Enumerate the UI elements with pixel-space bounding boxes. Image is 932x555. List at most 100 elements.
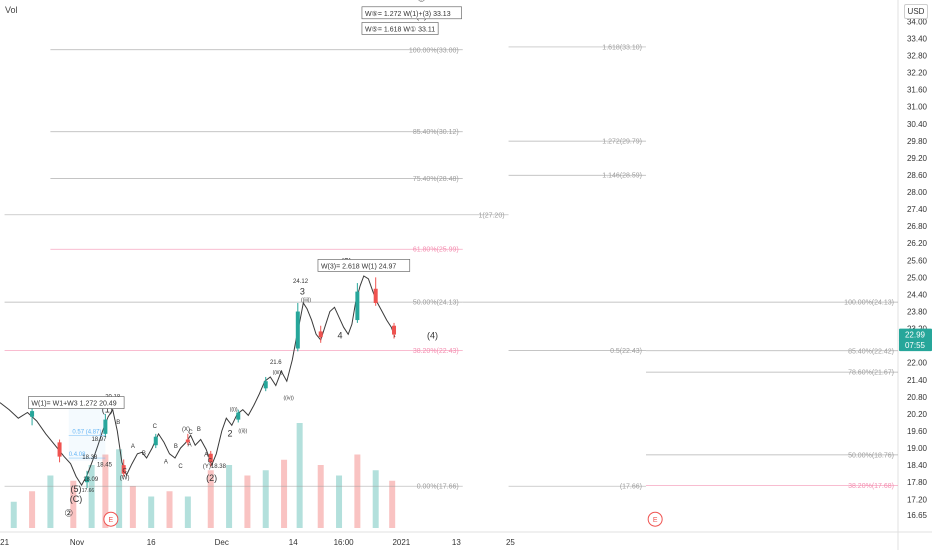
volume-bar xyxy=(372,470,379,528)
wave-label: (2) xyxy=(206,473,217,483)
box-w5-1618: W⑤= 1.618 W① 33.11 xyxy=(361,22,439,35)
wave-label: ② xyxy=(64,508,73,519)
wave-label: 18.09 xyxy=(83,477,99,483)
fib-label: 100.00%(24.13) xyxy=(844,300,894,307)
fib-label: 85.40%(30.12) xyxy=(413,129,459,136)
price-tick-label: 20.20 xyxy=(907,410,928,419)
wave-label: A xyxy=(204,453,208,459)
box-w3-2618: W(3)= 2.618 W(1) 24.97 xyxy=(317,259,411,272)
wave-label: B xyxy=(116,420,120,426)
price-line xyxy=(0,275,396,487)
annotation-text: W⑤= 1.272 W(1)+(3) 33.13 xyxy=(365,10,451,18)
price-tick-label: 25.00 xyxy=(907,273,928,282)
price-tick-label: 19.00 xyxy=(907,444,928,453)
volume-bar xyxy=(116,449,123,528)
wave-label: (4) xyxy=(427,331,438,341)
candle-body xyxy=(208,453,213,463)
candles xyxy=(30,277,397,488)
fib-label: 78.60%(21.67) xyxy=(848,370,894,377)
fib-label: 1.618(33.10) xyxy=(602,44,642,51)
candle-body xyxy=(392,325,397,335)
wave-label: ((iii)) xyxy=(273,370,283,376)
fib-label: 50.00%(18.76) xyxy=(848,452,894,459)
wave-label: 3 xyxy=(300,286,305,296)
badge-background xyxy=(899,339,932,352)
earnings-event-marker: E xyxy=(103,511,119,527)
candle-body xyxy=(103,419,108,434)
volume-bar xyxy=(317,465,324,528)
wave-label: ((iv)) xyxy=(284,396,295,402)
currency-button[interactable]: USD xyxy=(904,4,928,19)
candle-body xyxy=(30,411,35,417)
candle-body xyxy=(373,288,378,303)
wave-label: C xyxy=(208,458,213,464)
price-tick-label: 23.80 xyxy=(907,308,928,317)
wave-label: B xyxy=(174,444,178,450)
time-tick-label: 21 xyxy=(0,538,9,547)
volume-series xyxy=(10,423,396,528)
wave-label: 21.6 xyxy=(270,360,282,366)
price-tick-label: 22.00 xyxy=(907,359,928,368)
price-tick-label: 30.40 xyxy=(907,120,928,129)
candle-body xyxy=(236,412,241,420)
price-tick-label: 31.00 xyxy=(907,103,928,112)
price-tick-label: 26.20 xyxy=(907,239,928,248)
volume-bar xyxy=(354,454,361,528)
annotation-text: W(1)= W1+W3 1.272 20.49 xyxy=(31,401,116,408)
wave-label: B xyxy=(197,427,201,433)
volume-bar xyxy=(166,491,173,528)
fib-blue-label: 0.4.08 xyxy=(69,452,86,458)
wave-label: C xyxy=(153,424,158,430)
indicator-label: Vol xyxy=(5,5,18,15)
badge-text: 07:55 xyxy=(905,341,926,350)
annotation-text: W(3)= 2.618 W(1) 24.97 xyxy=(321,263,396,270)
volume-bar xyxy=(70,480,77,528)
fib-label: 61.80%(25.99) xyxy=(413,247,459,254)
time-tick-label: 16 xyxy=(147,538,156,547)
fib-label: 0.00%(17.66) xyxy=(417,484,459,491)
wave-label: A xyxy=(188,443,192,449)
volume-bar xyxy=(129,486,136,528)
volume-bar xyxy=(244,475,251,528)
volume-bar xyxy=(10,501,17,528)
box-w5-1272: W⑤= 1.272 W(1)+(3) 33.13 xyxy=(361,6,462,20)
price-tick-label: 26.80 xyxy=(907,222,928,231)
wave-label: (5) xyxy=(71,484,82,494)
wave-label: ((iii)) xyxy=(301,298,311,304)
wave-label: ③ xyxy=(417,0,426,4)
earnings-event-marker: E xyxy=(647,511,663,527)
price-tick-label: 28.60 xyxy=(907,171,928,180)
volume-bar xyxy=(29,491,36,528)
volume-bar xyxy=(184,496,191,528)
fib-label: 1.272(29.79) xyxy=(602,139,642,146)
price-tick-label: 17.80 xyxy=(907,478,928,487)
wave-label: (X) xyxy=(182,427,190,433)
price-tick-label: 18.40 xyxy=(907,461,928,470)
price-tick-label: 25.60 xyxy=(907,256,928,265)
badge-text: 22.99 xyxy=(905,331,926,340)
price-tick-label: 32.80 xyxy=(907,51,928,60)
volume-bar xyxy=(389,480,396,528)
wave-label: (1) xyxy=(102,405,113,415)
time-tick-label: 16:00 xyxy=(334,538,355,547)
price-tick-label: 28.00 xyxy=(907,188,928,197)
price-tick-label: 32.20 xyxy=(907,69,928,78)
wave-label: 18.45 xyxy=(97,463,113,469)
wave-label: ((ii)) xyxy=(238,428,247,434)
fib-label: 1(27.20) xyxy=(478,212,504,219)
fib-label: 0.5(22.43) xyxy=(610,348,642,355)
fib-label: 38.20%(22.43) xyxy=(413,348,459,355)
fib-label: 1.146(28.59) xyxy=(602,173,642,180)
candle-body xyxy=(85,476,90,483)
box-w1-1272: W(1)= W1+W3 1.272 20.49 xyxy=(28,396,125,409)
volume-bar xyxy=(47,475,54,528)
wave-label: B xyxy=(142,451,146,457)
price-tick-label: 29.20 xyxy=(907,154,928,163)
annotation-box xyxy=(317,259,411,272)
fib-label: 75.40%(28.48) xyxy=(413,176,459,183)
fib-retracement-zone xyxy=(68,406,106,461)
volume-bar xyxy=(281,459,288,528)
time-tick-label: 25 xyxy=(506,538,515,547)
